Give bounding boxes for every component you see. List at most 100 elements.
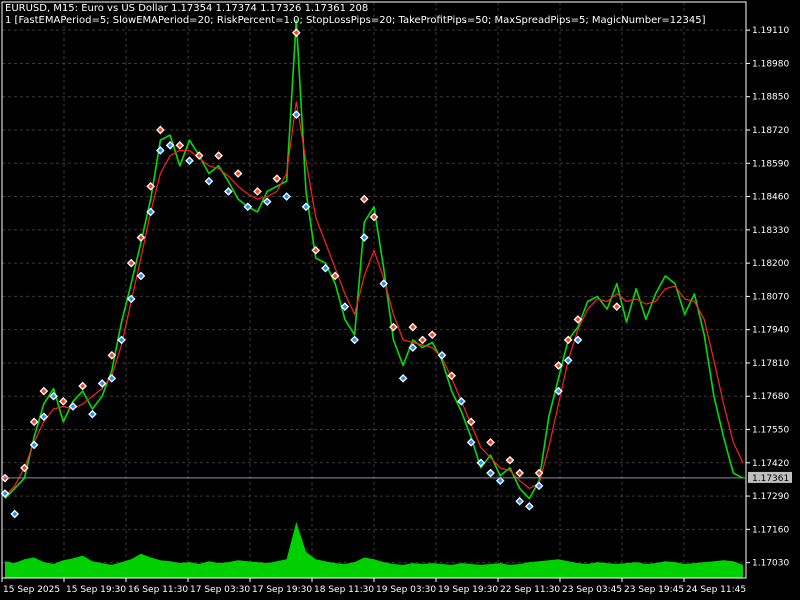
buy-signal-marker xyxy=(68,402,78,411)
buy-signal-marker xyxy=(534,481,544,491)
sell-signal-marker xyxy=(505,455,515,465)
y-tick-label: 1.18980 xyxy=(752,59,789,69)
buy-signal-marker xyxy=(457,397,466,406)
sell-signal-marker xyxy=(136,233,146,242)
sell-signal-marker xyxy=(233,169,243,178)
buy-signal-marker xyxy=(10,509,20,519)
sell-signal-marker xyxy=(427,330,437,340)
current-price-label: 1.17361 xyxy=(752,474,789,484)
y-tick-label: 1.18590 xyxy=(752,159,789,169)
x-tick-label: 19 Sep 19:30 xyxy=(438,585,498,595)
buy-signal-marker xyxy=(0,489,10,498)
sell-signal-marker xyxy=(311,246,321,255)
sell-signal-marker xyxy=(408,322,418,332)
buy-signal-marker xyxy=(282,192,291,201)
buy-signal-marker xyxy=(340,302,350,311)
price-axis[interactable]: 1.19110 1.18980 1.18850 1.18720 1.18590 1.184… xyxy=(746,26,789,569)
sell-signal-marker xyxy=(58,397,68,406)
y-tick-label: 1.17940 xyxy=(752,326,789,336)
x-tick-label: 19 Sep 03:30 xyxy=(376,585,436,595)
buy-signal-marker xyxy=(301,202,311,212)
sell-signal-marker xyxy=(418,335,427,345)
y-tick-label: 1.18070 xyxy=(752,292,789,302)
buy-signal-marker xyxy=(359,233,369,242)
sell-signal-marker xyxy=(486,438,495,447)
y-tick-label: 1.17680 xyxy=(752,392,789,402)
buy-signal-marker xyxy=(525,502,534,511)
buy-signal-marker xyxy=(224,187,233,196)
buy-signal-marker xyxy=(204,176,214,186)
trade-signal-markers xyxy=(0,28,622,519)
buy-signal-marker xyxy=(243,202,253,212)
buy-signal-marker xyxy=(554,386,563,396)
buy-signal-marker xyxy=(156,146,165,155)
sell-signal-marker xyxy=(515,468,524,478)
sell-signal-marker xyxy=(563,335,573,345)
volume-histogram xyxy=(5,522,743,578)
sell-signal-marker xyxy=(253,187,262,196)
buy-signal-marker xyxy=(107,374,117,383)
buy-signal-marker xyxy=(515,496,524,506)
y-tick-label: 1.17550 xyxy=(752,426,789,436)
expert-parameters: 1 [FastEMAPeriod=5; SlowEMAPeriod=20; Ri… xyxy=(5,15,706,26)
sell-signal-marker xyxy=(534,468,544,478)
x-tick-label: 15 Sep 19:30 xyxy=(66,585,126,595)
sell-signal-marker xyxy=(330,271,340,281)
sell-signal-marker xyxy=(359,194,369,204)
sell-signal-marker xyxy=(612,302,622,311)
y-tick-label: 1.17160 xyxy=(752,525,789,535)
y-tick-label: 1.17030 xyxy=(752,559,789,569)
buy-signal-marker xyxy=(408,343,418,352)
buy-signal-marker xyxy=(495,476,505,486)
sell-signal-marker xyxy=(78,381,88,391)
x-tick-label: 17 Sep 19:30 xyxy=(252,585,312,595)
buy-signal-marker xyxy=(350,335,359,345)
sell-signal-marker xyxy=(447,371,457,381)
sell-signal-marker xyxy=(39,386,49,396)
buy-signal-marker xyxy=(39,412,49,422)
y-tick-label: 1.17420 xyxy=(752,459,789,469)
buy-signal-marker xyxy=(136,271,146,281)
y-tick-label: 1.17290 xyxy=(752,492,789,502)
sell-signal-marker xyxy=(29,417,39,427)
sell-signal-marker xyxy=(126,258,136,268)
current-price-box xyxy=(748,471,792,483)
buy-signal-marker xyxy=(185,156,194,166)
buy-signal-marker xyxy=(563,356,573,365)
sell-signal-marker xyxy=(214,151,223,160)
y-tick-label: 1.18330 xyxy=(752,226,789,236)
sell-signal-marker xyxy=(175,141,185,150)
buy-signal-marker xyxy=(379,279,389,288)
buy-signal-marker xyxy=(29,440,39,450)
buy-signal-marker xyxy=(466,438,476,447)
x-tick-label: 15 Sep 2025 xyxy=(3,585,60,595)
sell-signal-marker xyxy=(466,417,476,427)
buy-signal-marker xyxy=(88,409,97,419)
x-tick-label: 23 Sep 03:45 xyxy=(562,585,622,595)
current-price-tag: 1.17361 xyxy=(748,471,792,484)
time-axis[interactable]: 15 Sep 2025 15 Sep 19:30 16 Sep 11:30 17 Se… xyxy=(1,578,746,595)
sell-signal-marker xyxy=(146,182,155,191)
y-tick-label: 1.18850 xyxy=(752,93,789,103)
sell-signal-marker xyxy=(554,361,563,370)
buy-signal-marker xyxy=(117,335,126,345)
price-series xyxy=(4,19,744,500)
buy-signal-marker xyxy=(437,350,447,360)
x-tick-label: 17 Sep 03:30 xyxy=(190,585,250,595)
buy-signal-marker xyxy=(573,335,583,345)
sell-signal-marker xyxy=(573,315,583,324)
buy-signal-marker xyxy=(146,207,155,217)
y-tick-label: 1.19110 xyxy=(752,26,789,36)
volume-area xyxy=(5,522,743,578)
buy-signal-marker xyxy=(321,263,330,273)
y-tick-label: 1.18460 xyxy=(752,193,789,203)
x-tick-label: 23 Sep 19:45 xyxy=(624,585,684,595)
y-tick-label: 1.17810 xyxy=(752,359,789,369)
sell-signal-marker xyxy=(194,151,204,160)
buy-signal-marker xyxy=(291,110,301,119)
buy-signal-marker xyxy=(165,141,175,150)
x-tick-label: 16 Sep 11:30 xyxy=(128,585,188,595)
x-tick-label: 22 Sep 11:30 xyxy=(500,585,560,595)
